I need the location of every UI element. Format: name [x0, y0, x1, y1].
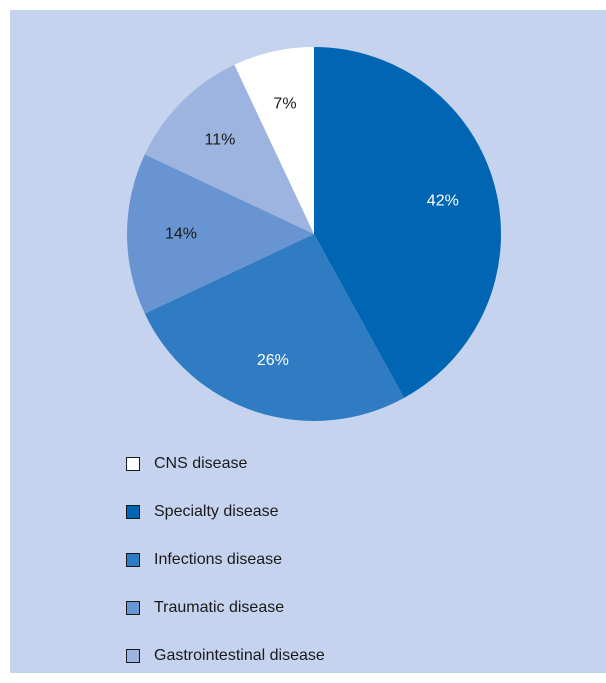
legend-swatch [126, 553, 140, 567]
legend-swatch [126, 649, 140, 663]
legend-item-specialty-disease: Specialty disease [126, 488, 325, 536]
slice-label-traumatic-disease: 14% [165, 226, 197, 243]
legend-item-gastrointestinal-disease: Gastrointestinal disease [126, 632, 325, 680]
legend-label: Specialty disease [154, 503, 279, 520]
legend-swatch [126, 505, 140, 519]
slice-label-specialty-disease: 42% [427, 192, 459, 209]
pie-slice-cns-disease [234, 47, 314, 234]
legend-label: Infections disease [154, 551, 283, 568]
pie-slice-infections-disease [144, 234, 405, 422]
legend-item-traumatic-disease: Traumatic disease [126, 584, 325, 632]
slice-label-cns-disease: 7% [273, 96, 296, 113]
slice-label-infections-disease: 26% [257, 352, 289, 369]
legend-swatch [126, 601, 140, 615]
pie-chart: 42% 26% 14% 11% 7% [127, 47, 502, 422]
legend-item-cns-disease: CNS disease [126, 440, 325, 488]
slice-label-gastrointestinal-disease: 11% [205, 131, 236, 148]
pie-slice-traumatic-disease [127, 154, 315, 314]
pie-slice-labels: 42% 26% 14% 11% 7% [165, 96, 459, 369]
legend-item-infections-disease: Infections disease [126, 536, 325, 584]
legend: CNS disease Specialty disease Infections d… [126, 440, 325, 680]
pie-slice-specialty-disease [314, 47, 502, 398]
chart-panel: 42% 26% 14% 11% 7% CNS disease Specialty dise… [10, 10, 606, 673]
legend-swatch [126, 457, 140, 471]
pie-slice-gastrointestinal-disease [144, 64, 314, 234]
legend-label: CNS disease [154, 455, 248, 472]
pie-slices [127, 47, 502, 422]
legend-label: Gastrointestinal disease [154, 647, 325, 664]
legend-label: Traumatic disease [154, 599, 285, 616]
